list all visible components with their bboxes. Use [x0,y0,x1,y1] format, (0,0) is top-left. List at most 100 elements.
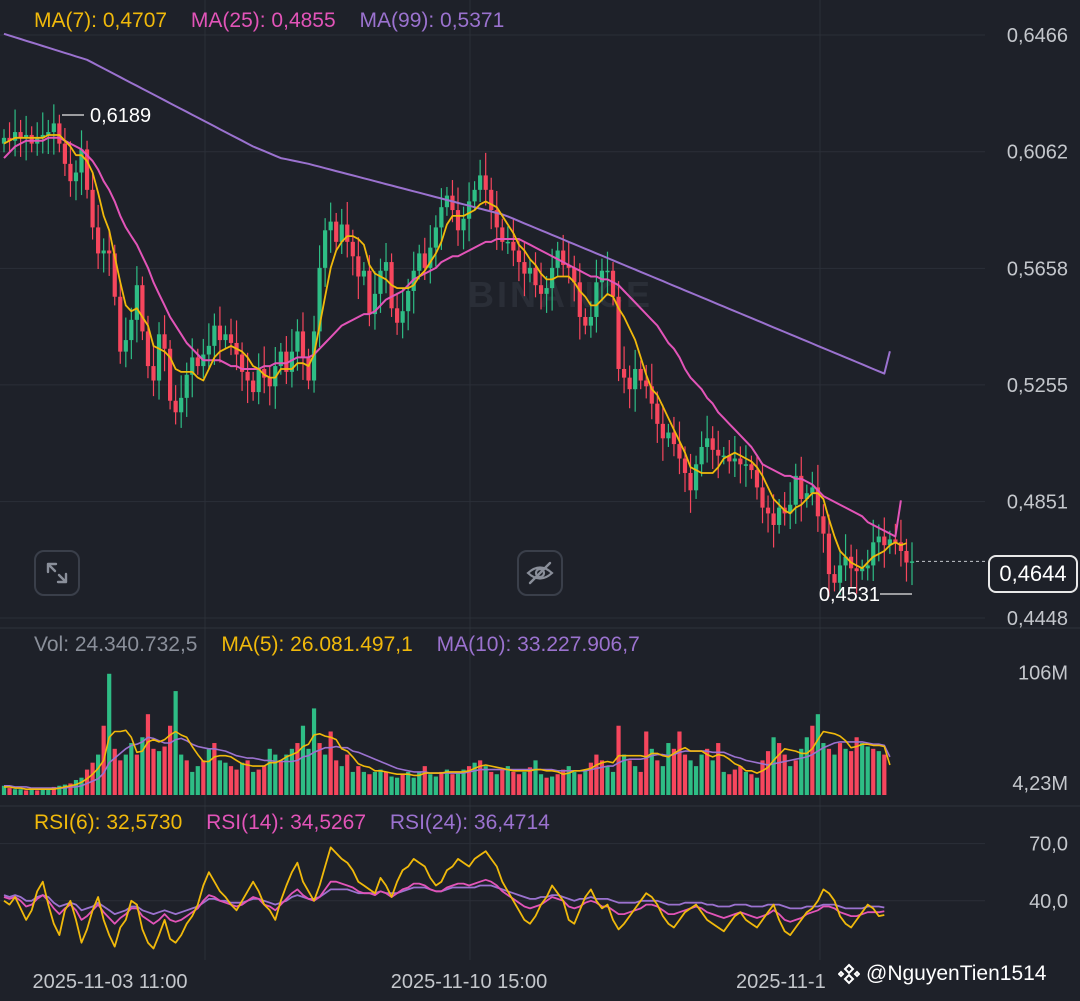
candle-body [439,207,444,228]
candle-body [18,132,23,138]
candle-body [300,331,306,358]
candle-body [228,334,234,343]
volume-bar [372,771,378,795]
candle-body [478,175,483,190]
candle-body [367,270,372,315]
volume-bar [655,760,660,795]
volume-bar [262,766,267,795]
volume-bar [793,760,798,795]
candle-body [284,351,289,372]
volume-bar [466,766,472,795]
volume-bar [876,751,881,795]
candle-body [688,472,693,491]
volume-bar [854,737,859,795]
candle-body [107,250,112,254]
volume-bar [633,766,638,795]
volume-bar [378,769,383,795]
price-tick-label: 0,6466 [1007,25,1068,47]
low-price-label: 0,4531 [819,584,880,606]
candle-body [190,357,195,375]
candle-body [345,224,350,242]
volume-bar [134,754,139,795]
candle-body [500,227,505,242]
volume-bar [810,725,815,795]
candle-body [788,504,793,514]
candle-body [79,149,84,173]
volume-bar [832,754,837,795]
volume-bar [90,762,95,795]
candle-body [677,444,682,459]
candle-body [339,224,344,242]
candle-body [444,195,450,208]
volume-bar [815,714,820,795]
volume-bar [660,766,665,795]
volume-bar [24,790,29,795]
volume-bar [483,766,488,795]
candle-body [156,334,162,381]
volume-bar [544,777,549,795]
candle-body [12,132,18,141]
candle-body [383,262,389,271]
volume-bar [68,783,73,795]
candle-body [671,432,677,445]
candle-body [732,458,737,462]
candle-body [267,377,272,387]
volume-bar [173,691,178,795]
volume-bar [738,766,743,795]
volume-bar [765,751,771,795]
ma99-label: MA(99): 0,5371 [359,9,505,32]
volume-bar [273,754,278,795]
candle-body [566,264,571,268]
volume-bar [538,774,544,795]
volume-bar [550,776,555,795]
hide-indicators-button[interactable] [517,550,563,596]
candle-body [372,293,378,315]
candle-body [799,475,804,499]
candle-body [167,348,173,401]
candle-body [96,227,101,254]
volume-bar [599,760,605,795]
volume-bar [228,766,234,795]
candle-body [616,296,621,369]
volume-tick-label: 4,23M [1012,773,1068,795]
candle-body [860,568,865,572]
candle-body [162,334,167,349]
volume-bar [727,774,732,795]
candle-body [134,285,139,320]
candle-body [68,163,73,182]
volume-bar [583,769,588,795]
volume-bar [594,754,599,795]
volume-bar [328,731,333,795]
ma7-line [3,134,907,570]
candle-body [893,539,898,543]
candle-body [682,458,688,473]
volume-bar [666,743,671,795]
volume-bar [317,743,322,795]
candle-body [7,137,12,141]
candle-body [865,565,870,569]
candle-body [411,270,416,291]
volume-bar [256,769,261,795]
candle-body [140,285,145,332]
fullscreen-button[interactable] [34,550,80,596]
volume-bar [771,737,776,795]
candle-body [24,134,29,138]
volume-bar [289,748,295,795]
candle-body [466,201,472,219]
candle-body [239,354,245,372]
volume-bar [284,754,289,795]
rsi-legend: RSI(6): 32,5730 RSI(14): 34,5267 RSI(24)… [34,811,568,835]
volume-bar [167,725,173,795]
candle-body [51,123,56,133]
volume-bar [129,743,134,795]
candle-body [649,386,654,404]
volume-bar [577,774,582,795]
candle-body [693,464,699,491]
candle-body [84,149,90,190]
volume-ma5-label: MA(5): 26.081.497,1 [221,633,413,656]
volume-bar [882,754,887,795]
volume-bar [605,766,610,795]
ma7-label: MA(7): 0,4707 [34,9,168,32]
candle-body [522,262,527,274]
